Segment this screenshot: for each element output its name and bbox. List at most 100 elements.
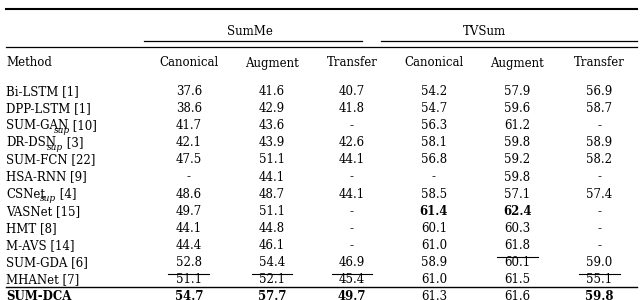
Text: sup: sup: [47, 143, 63, 152]
Text: 58.1: 58.1: [421, 136, 447, 149]
Text: 47.5: 47.5: [175, 153, 202, 167]
Text: 59.2: 59.2: [504, 153, 530, 167]
Text: SUM-FCN [22]: SUM-FCN [22]: [6, 153, 96, 167]
Text: HMT [8]: HMT [8]: [6, 222, 57, 235]
Text: 61.8: 61.8: [504, 239, 530, 252]
Text: MHANet [7]: MHANet [7]: [6, 273, 79, 286]
Text: 46.1: 46.1: [259, 239, 285, 252]
Text: 60.1: 60.1: [421, 222, 447, 235]
Text: 57.1: 57.1: [504, 188, 530, 201]
Text: 59.8: 59.8: [504, 170, 530, 184]
Text: 61.0: 61.0: [421, 273, 447, 286]
Text: 41.8: 41.8: [339, 102, 365, 115]
Text: Transfer: Transfer: [326, 56, 378, 70]
Text: 56.8: 56.8: [421, 153, 447, 167]
Text: 57.7: 57.7: [258, 290, 286, 300]
Text: VASNet [15]: VASNet [15]: [6, 205, 81, 218]
Text: 48.6: 48.6: [176, 188, 202, 201]
Text: 43.9: 43.9: [259, 136, 285, 149]
Text: 52.8: 52.8: [176, 256, 202, 269]
Text: 43.6: 43.6: [259, 119, 285, 132]
Text: SumMe: SumMe: [227, 25, 273, 38]
Text: [10]: [10]: [70, 119, 97, 132]
Text: 61.4: 61.4: [420, 205, 448, 218]
Text: M-AVS [14]: M-AVS [14]: [6, 239, 75, 252]
Text: -: -: [597, 222, 601, 235]
Text: 61.3: 61.3: [421, 290, 447, 300]
Text: 59.8: 59.8: [585, 290, 613, 300]
Text: 42.1: 42.1: [176, 136, 202, 149]
Text: SUM-GDA [6]: SUM-GDA [6]: [6, 256, 88, 269]
Text: -: -: [350, 119, 354, 132]
Text: Augment: Augment: [245, 56, 299, 70]
Text: CSNet: CSNet: [6, 188, 45, 201]
Text: 54.7: 54.7: [420, 102, 447, 115]
Text: 58.9: 58.9: [586, 136, 612, 149]
Text: -: -: [350, 205, 354, 218]
Text: 58.7: 58.7: [586, 102, 612, 115]
Text: Method: Method: [6, 56, 52, 70]
Text: 56.9: 56.9: [586, 85, 612, 98]
Text: 56.3: 56.3: [420, 119, 447, 132]
Text: 58.2: 58.2: [586, 153, 612, 167]
Text: 60.1: 60.1: [504, 256, 530, 269]
Text: 57.9: 57.9: [504, 85, 531, 98]
Text: -: -: [350, 239, 354, 252]
Text: Canonical: Canonical: [159, 56, 218, 70]
Text: -: -: [350, 170, 354, 184]
Text: 58.5: 58.5: [421, 188, 447, 201]
Text: 41.6: 41.6: [259, 85, 285, 98]
Text: SUM-GAN: SUM-GAN: [6, 119, 68, 132]
Text: -: -: [597, 205, 601, 218]
Text: -: -: [187, 170, 191, 184]
Text: 60.3: 60.3: [504, 222, 531, 235]
Text: 44.8: 44.8: [259, 222, 285, 235]
Text: sup: sup: [40, 194, 56, 203]
Text: 46.9: 46.9: [339, 256, 365, 269]
Text: 44.1: 44.1: [259, 170, 285, 184]
Text: 44.4: 44.4: [175, 239, 202, 252]
Text: HSA-RNN [9]: HSA-RNN [9]: [6, 170, 87, 184]
Text: 38.6: 38.6: [176, 102, 202, 115]
Text: -: -: [432, 170, 436, 184]
Text: 42.6: 42.6: [339, 136, 365, 149]
Text: 42.9: 42.9: [259, 102, 285, 115]
Text: 61.0: 61.0: [421, 239, 447, 252]
Text: TVSum: TVSum: [463, 25, 506, 38]
Text: 62.4: 62.4: [503, 205, 531, 218]
Text: Bi-LSTM [1]: Bi-LSTM [1]: [6, 85, 79, 98]
Text: 44.1: 44.1: [176, 222, 202, 235]
Text: 61.5: 61.5: [504, 273, 530, 286]
Text: 51.1: 51.1: [259, 153, 285, 167]
Text: 52.1: 52.1: [259, 273, 285, 286]
Text: 61.2: 61.2: [504, 119, 530, 132]
Text: 59.0: 59.0: [586, 256, 612, 269]
Text: Augment: Augment: [490, 56, 544, 70]
Text: Transfer: Transfer: [573, 56, 625, 70]
Text: 45.4: 45.4: [339, 273, 365, 286]
Text: 44.1: 44.1: [339, 188, 365, 201]
Text: 59.6: 59.6: [504, 102, 531, 115]
Text: 49.7: 49.7: [338, 290, 366, 300]
Text: 51.1: 51.1: [176, 273, 202, 286]
Text: DPP-LSTM [1]: DPP-LSTM [1]: [6, 102, 91, 115]
Text: SUM-DCA: SUM-DCA: [6, 290, 72, 300]
Text: -: -: [350, 222, 354, 235]
Text: 49.7: 49.7: [175, 205, 202, 218]
Text: 59.8: 59.8: [504, 136, 530, 149]
Text: 48.7: 48.7: [259, 188, 285, 201]
Text: [3]: [3]: [63, 136, 83, 149]
Text: Canonical: Canonical: [404, 56, 463, 70]
Text: 54.2: 54.2: [421, 85, 447, 98]
Text: -: -: [597, 119, 601, 132]
Text: 58.9: 58.9: [421, 256, 447, 269]
Text: 40.7: 40.7: [339, 85, 365, 98]
Text: 41.7: 41.7: [176, 119, 202, 132]
Text: 57.4: 57.4: [586, 188, 612, 201]
Text: sup: sup: [54, 126, 70, 135]
Text: 55.1: 55.1: [586, 273, 612, 286]
Text: 54.4: 54.4: [259, 256, 285, 269]
Text: 44.1: 44.1: [339, 153, 365, 167]
Text: DR-DSN: DR-DSN: [6, 136, 56, 149]
Text: 61.6: 61.6: [504, 290, 530, 300]
